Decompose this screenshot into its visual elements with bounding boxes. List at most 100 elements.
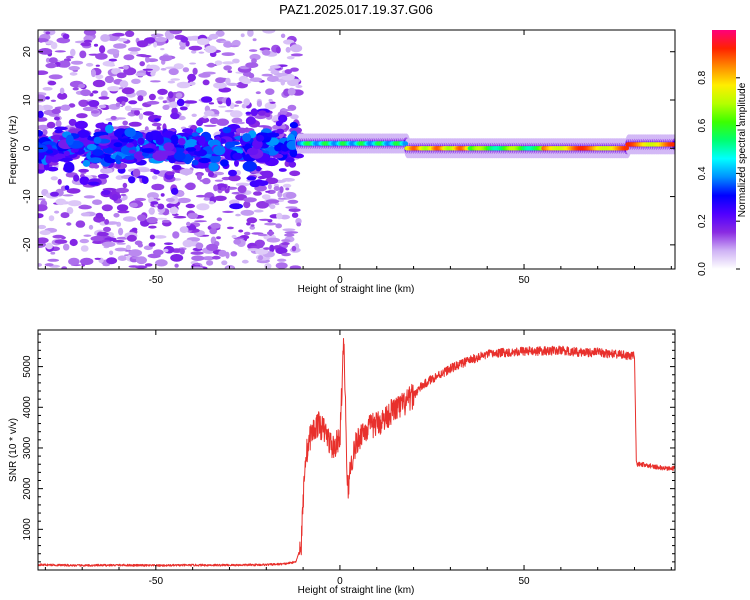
noise-blob [85, 62, 94, 67]
core-blob [77, 130, 90, 138]
noise-blob [214, 195, 227, 201]
snr-series-line [38, 338, 675, 567]
noise-blob [170, 112, 180, 120]
noise-blob [151, 183, 165, 191]
core-blob [141, 148, 154, 153]
noise-blob [150, 71, 156, 77]
noise-blob [164, 30, 172, 39]
noise-blob [170, 254, 184, 262]
noise-blob [178, 115, 186, 121]
noise-blob [269, 101, 276, 104]
noise-blob [95, 64, 100, 67]
noise-blob [48, 215, 55, 222]
noise-blob [114, 117, 126, 120]
noise-blob [287, 87, 296, 96]
y-tick-label: 3000 [22, 436, 33, 459]
noise-blob [171, 164, 182, 171]
noise-blob [218, 105, 227, 108]
noise-blob [135, 72, 146, 77]
noise-blob [169, 101, 179, 109]
noise-blob [261, 194, 271, 200]
noise-blob [83, 39, 92, 43]
core-blob [133, 151, 145, 160]
x-tick-label: 0 [337, 576, 343, 587]
noise-blob [151, 122, 162, 127]
noise-blob [136, 90, 147, 97]
noise-blob [143, 245, 153, 251]
noise-blob [122, 120, 128, 126]
noise-blob [64, 185, 70, 191]
noise-blob [92, 90, 99, 94]
noise-blob [116, 204, 129, 212]
y-tick-label: 10 [22, 94, 33, 106]
snr-xlabel: Height of straight line (km) [298, 585, 415, 596]
noise-blob [80, 245, 89, 252]
y-tick-label: -20 [22, 237, 33, 252]
noise-blob [129, 202, 138, 208]
noise-blob [169, 30, 183, 35]
noise-blob [164, 242, 174, 245]
core-blob [170, 134, 179, 146]
colorbar-tick-label: 0.0 [697, 262, 708, 276]
noise-blob [289, 170, 301, 177]
noise-blob [160, 48, 165, 51]
noise-blob [290, 67, 299, 72]
noise-blob [284, 69, 292, 75]
noise-blob [165, 197, 175, 202]
noise-blob [98, 96, 110, 100]
noise-blob [246, 217, 258, 224]
noise-blob [257, 125, 270, 128]
noise-blob [168, 68, 179, 76]
noise-blob [208, 102, 215, 105]
noise-blob [162, 104, 170, 110]
core-blob [224, 141, 235, 149]
noise-blob [183, 100, 198, 104]
colorbar-tick-label: 0.2 [697, 214, 708, 228]
noise-blob [65, 55, 74, 59]
noise-blob [111, 193, 119, 202]
noise-blob [144, 263, 153, 267]
noise-blob [291, 245, 297, 252]
noise-blob [186, 221, 191, 227]
noise-blob [157, 88, 168, 95]
noise-blob [277, 258, 287, 262]
core-blob [159, 150, 176, 156]
noise-blob [279, 116, 284, 124]
noise-blob [207, 62, 216, 68]
noise-blob [195, 194, 207, 198]
y-tick-label: 20 [22, 46, 33, 58]
noise-blob [221, 260, 228, 266]
core-blob [242, 133, 252, 142]
noise-blob [235, 213, 241, 217]
spectrogram-heatmap [38, 30, 675, 269]
noise-blob [38, 104, 45, 112]
noise-blob [100, 167, 113, 174]
noise-blob [67, 200, 82, 207]
colorbar: 0.0 0.2 0.4 0.6 0.8 Normalized spectral ampl… [697, 30, 748, 276]
noise-blob [194, 262, 200, 266]
noise-blob [176, 98, 185, 107]
noise-blob [256, 201, 269, 209]
noise-blob [261, 73, 274, 77]
noise-blob [226, 82, 239, 86]
noise-blob [248, 49, 258, 52]
noise-blob [275, 247, 288, 255]
noise-blob [119, 87, 124, 90]
noise-blob [47, 166, 59, 172]
noise-blob [237, 121, 245, 125]
noise-blob [273, 186, 280, 191]
noise-blob [285, 187, 290, 191]
noise-blob [204, 45, 217, 54]
noise-blob [275, 223, 283, 229]
noise-blob [128, 107, 143, 111]
noise-blob [61, 266, 68, 269]
noise-blob [216, 118, 230, 126]
noise-blob [256, 100, 262, 107]
noise-blob [255, 91, 261, 95]
noise-blob [42, 87, 53, 91]
noise-blob [54, 126, 68, 131]
noise-blob [98, 104, 107, 109]
noise-blob [160, 193, 165, 197]
noise-blob [250, 224, 255, 227]
noise-blob [226, 226, 234, 230]
